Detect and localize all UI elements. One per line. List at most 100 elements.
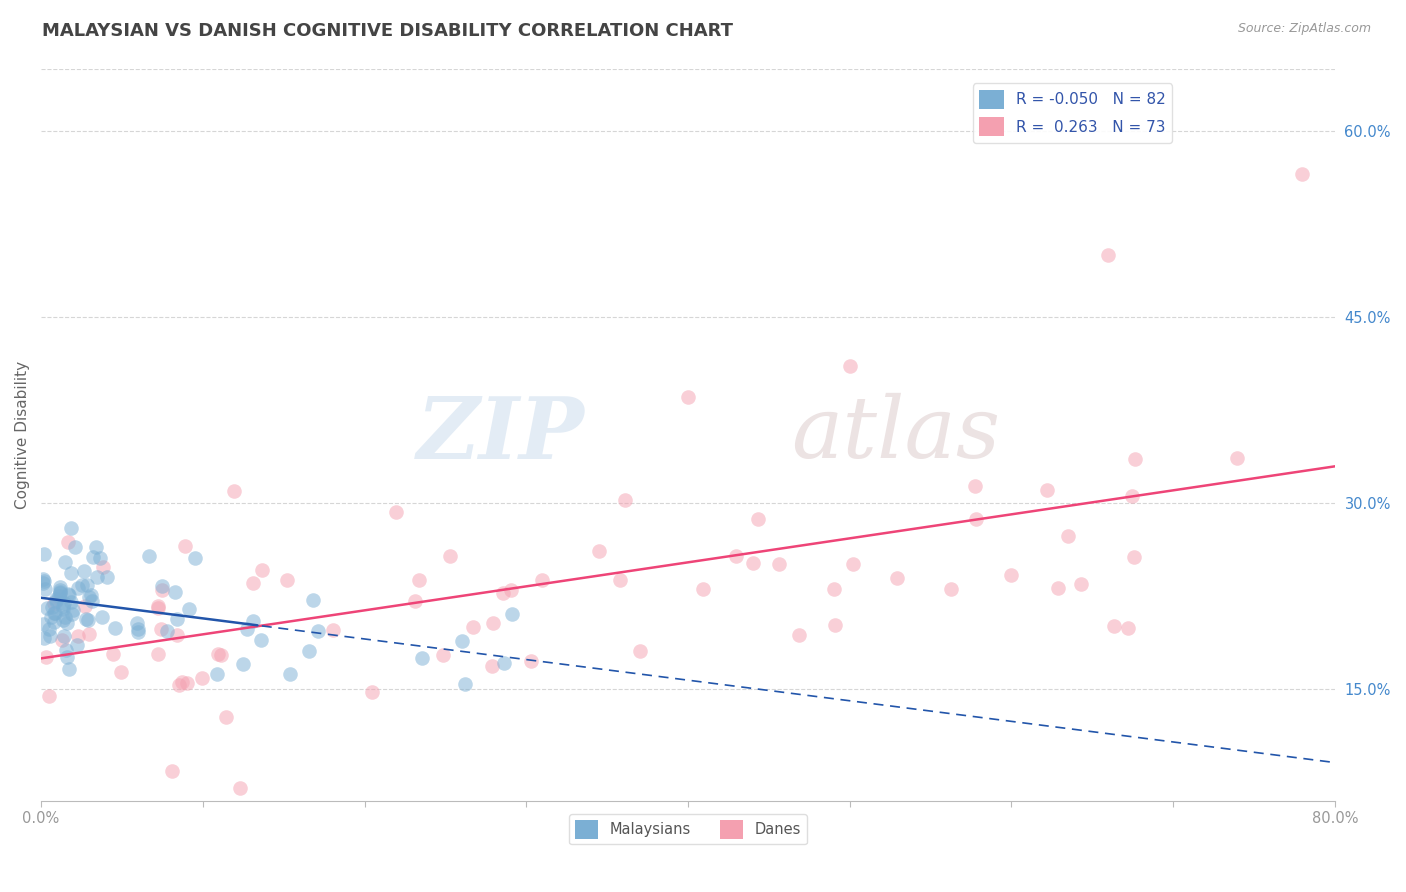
Point xyxy=(156,624,179,638)
Point xyxy=(1056,529,1078,543)
Point xyxy=(127,624,149,639)
Point xyxy=(1125,451,1147,466)
Point xyxy=(747,512,769,526)
Point xyxy=(298,644,321,658)
Point xyxy=(530,573,553,587)
Point xyxy=(80,588,103,602)
Point xyxy=(31,572,53,586)
Y-axis label: Cognitive Disability: Cognitive Disability xyxy=(15,360,30,508)
Point xyxy=(169,678,191,692)
Point xyxy=(676,390,699,404)
Point xyxy=(692,582,714,596)
Point xyxy=(614,492,637,507)
Point xyxy=(44,615,66,630)
Point xyxy=(49,580,72,594)
Point xyxy=(1226,450,1249,465)
Point xyxy=(278,667,301,681)
Point xyxy=(148,600,170,615)
Point xyxy=(39,630,62,644)
Point xyxy=(451,633,474,648)
Point xyxy=(76,613,98,627)
Point xyxy=(463,620,485,634)
Point xyxy=(34,582,56,597)
Point xyxy=(211,648,233,663)
Point xyxy=(741,556,763,570)
Point xyxy=(229,781,252,796)
Point xyxy=(41,599,63,614)
Point xyxy=(842,557,865,571)
Point xyxy=(55,609,77,624)
Point xyxy=(1070,577,1092,591)
Point xyxy=(52,613,75,627)
Point xyxy=(302,592,325,607)
Point xyxy=(232,657,254,672)
Point xyxy=(432,648,454,662)
Point xyxy=(44,607,66,621)
Point xyxy=(125,616,148,631)
Point xyxy=(73,564,96,578)
Point xyxy=(127,622,149,636)
Point xyxy=(385,505,408,519)
Point xyxy=(76,577,98,591)
Point xyxy=(89,551,111,566)
Text: Source: ZipAtlas.com: Source: ZipAtlas.com xyxy=(1237,22,1371,36)
Point xyxy=(166,628,188,642)
Point xyxy=(101,647,124,661)
Text: MALAYSIAN VS DANISH COGNITIVE DISABILITY CORRELATION CHART: MALAYSIAN VS DANISH COGNITIVE DISABILITY… xyxy=(42,22,733,40)
Point xyxy=(38,622,60,636)
Point xyxy=(176,676,198,690)
Point xyxy=(170,674,193,689)
Text: ZIP: ZIP xyxy=(416,392,585,476)
Point xyxy=(160,764,183,779)
Point xyxy=(1121,489,1143,503)
Point xyxy=(492,657,515,671)
Point xyxy=(250,632,273,647)
Point xyxy=(39,610,62,624)
Point xyxy=(1123,549,1146,564)
Point xyxy=(242,576,264,591)
Point xyxy=(965,511,987,525)
Point xyxy=(35,601,58,615)
Point xyxy=(82,550,104,565)
Point xyxy=(148,599,170,613)
Point xyxy=(768,557,790,571)
Point xyxy=(84,540,107,554)
Point xyxy=(34,547,56,561)
Point xyxy=(65,541,87,555)
Point xyxy=(146,647,169,661)
Point xyxy=(86,570,108,584)
Point xyxy=(725,549,748,563)
Point xyxy=(70,578,93,592)
Point xyxy=(56,650,79,665)
Point xyxy=(886,571,908,585)
Point xyxy=(307,624,329,638)
Point xyxy=(838,359,860,374)
Point xyxy=(58,587,80,601)
Point xyxy=(52,602,75,616)
Point xyxy=(96,570,118,584)
Text: atlas: atlas xyxy=(792,393,1001,475)
Point xyxy=(42,606,65,620)
Point xyxy=(1291,167,1313,181)
Point xyxy=(408,573,430,587)
Point xyxy=(1047,581,1070,595)
Point xyxy=(51,632,73,647)
Point xyxy=(75,612,97,626)
Point xyxy=(824,618,846,632)
Point xyxy=(250,563,273,577)
Point xyxy=(481,659,503,673)
Point xyxy=(32,632,55,646)
Point xyxy=(53,596,76,610)
Point xyxy=(163,585,186,599)
Point xyxy=(242,614,264,628)
Point xyxy=(49,586,72,600)
Point xyxy=(520,654,543,668)
Point xyxy=(184,550,207,565)
Point xyxy=(56,535,79,549)
Point xyxy=(205,667,228,681)
Point xyxy=(492,586,515,600)
Point xyxy=(276,573,298,587)
Point xyxy=(787,628,810,642)
Point xyxy=(49,585,72,599)
Point xyxy=(1116,621,1139,635)
